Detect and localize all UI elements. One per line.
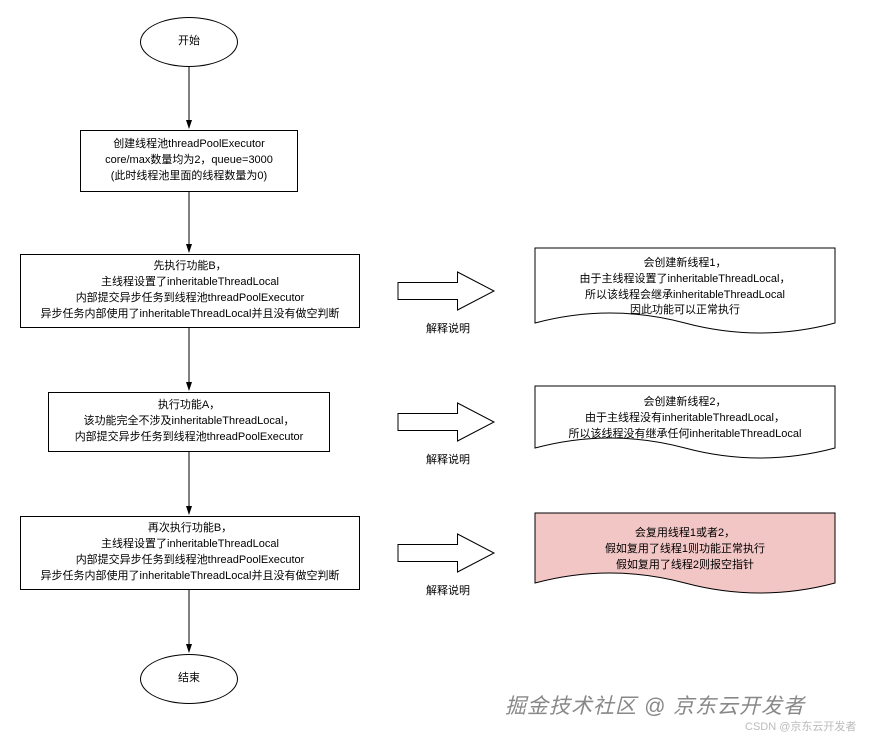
n3-label: 执行功能A，该功能完全不涉及inheritableThreadLocal，内部提… [75, 398, 304, 446]
start-node: 开始 [140, 17, 238, 67]
explain-label: 解释说明 [426, 451, 470, 467]
flowchart-svg: 会创建新线程1，由于主线程设置了inheritableThreadLocal，所… [0, 0, 875, 741]
explain-label: 解释说明 [426, 320, 470, 336]
explain-label: 解释说明 [426, 582, 470, 598]
watermark-csdn: CSDN @京东云开发者 [745, 718, 856, 734]
process-exec-a: 执行功能A，该功能完全不涉及inheritableThreadLocal，内部提… [48, 392, 330, 452]
start-label: 开始 [178, 34, 200, 50]
watermark-main: 掘金技术社区 @ 京东云开发者 [505, 690, 805, 720]
end-node: 结束 [140, 654, 238, 704]
explain-e3: 会复用线程1或者2，假如复用了线程1则功能正常执行假如复用了线程2则报空指针 [541, 519, 829, 581]
explain-e1: 会创建新线程1，由于主线程设置了inheritableThreadLocal，所… [541, 254, 829, 321]
process-exec-b-first: 先执行功能B，主线程设置了inheritableThreadLocal内部提交异… [20, 254, 360, 328]
explain-e2: 会创建新线程2，由于主线程没有inheritableThreadLocal，所以… [541, 392, 829, 446]
end-label: 结束 [178, 671, 200, 687]
process-create-pool: 创建线程池threadPoolExecutorcore/max数量均为2，que… [80, 130, 298, 192]
process-exec-b-again: 再次执行功能B，主线程设置了inheritableThreadLocal内部提交… [20, 516, 360, 590]
n1-label: 创建线程池threadPoolExecutorcore/max数量均为2，que… [105, 137, 273, 185]
n2-label: 先执行功能B，主线程设置了inheritableThreadLocal内部提交异… [41, 259, 340, 323]
n4-label: 再次执行功能B，主线程设置了inheritableThreadLocal内部提交… [41, 521, 340, 585]
